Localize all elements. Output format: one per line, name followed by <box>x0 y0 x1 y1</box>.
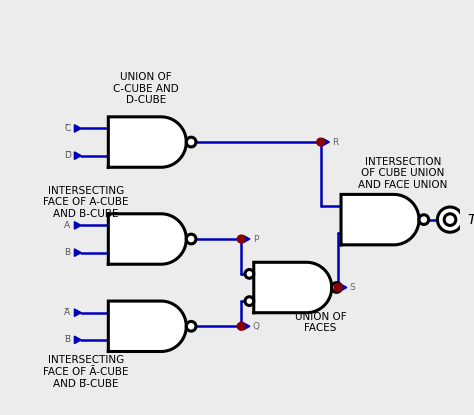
Polygon shape <box>74 124 81 132</box>
Text: UNION OF
C-CUBE AND
D-CUBE: UNION OF C-CUBE AND D-CUBE <box>113 72 179 105</box>
Polygon shape <box>74 152 81 159</box>
Circle shape <box>332 283 341 292</box>
Circle shape <box>444 214 456 225</box>
Circle shape <box>245 297 254 305</box>
Text: Q: Q <box>253 322 260 331</box>
Text: T: T <box>467 212 474 227</box>
Polygon shape <box>109 117 186 167</box>
Polygon shape <box>340 284 347 291</box>
Text: R: R <box>332 137 338 146</box>
Polygon shape <box>109 301 186 352</box>
Polygon shape <box>243 235 250 243</box>
Text: A: A <box>64 221 71 230</box>
Circle shape <box>419 215 428 225</box>
Text: S: S <box>350 283 356 292</box>
Text: INTERSECTION
OF CUBE UNION
AND FACE UNION: INTERSECTION OF CUBE UNION AND FACE UNIO… <box>358 156 448 190</box>
Text: A̅: A̅ <box>64 308 71 317</box>
Polygon shape <box>74 222 81 229</box>
Polygon shape <box>74 336 81 344</box>
Circle shape <box>237 322 245 330</box>
Text: INTERSECTING
FACE OF Ā-CUBE
AND B̅-CUBE: INTERSECTING FACE OF Ā-CUBE AND B̅-CUBE <box>43 355 129 388</box>
Circle shape <box>186 322 196 331</box>
Text: B: B <box>64 248 71 257</box>
Text: B̅: B̅ <box>64 335 71 344</box>
Circle shape <box>237 235 245 243</box>
Circle shape <box>317 138 325 146</box>
Polygon shape <box>109 214 186 264</box>
Polygon shape <box>254 262 332 313</box>
Text: INTERSECTING
FACE OF A-CUBE
AND B-CUBE: INTERSECTING FACE OF A-CUBE AND B-CUBE <box>43 186 129 219</box>
Circle shape <box>186 234 196 244</box>
Text: C̅: C̅ <box>64 124 71 133</box>
Polygon shape <box>74 309 81 316</box>
Circle shape <box>245 269 254 278</box>
Circle shape <box>438 207 463 232</box>
Polygon shape <box>74 249 81 256</box>
Text: P: P <box>253 234 258 244</box>
Polygon shape <box>341 194 419 245</box>
Text: UNION OF
FACES: UNION OF FACES <box>295 312 346 333</box>
Text: D̅: D̅ <box>64 151 71 160</box>
Polygon shape <box>243 322 250 330</box>
Circle shape <box>334 283 342 291</box>
Polygon shape <box>323 138 329 146</box>
Circle shape <box>186 137 196 147</box>
